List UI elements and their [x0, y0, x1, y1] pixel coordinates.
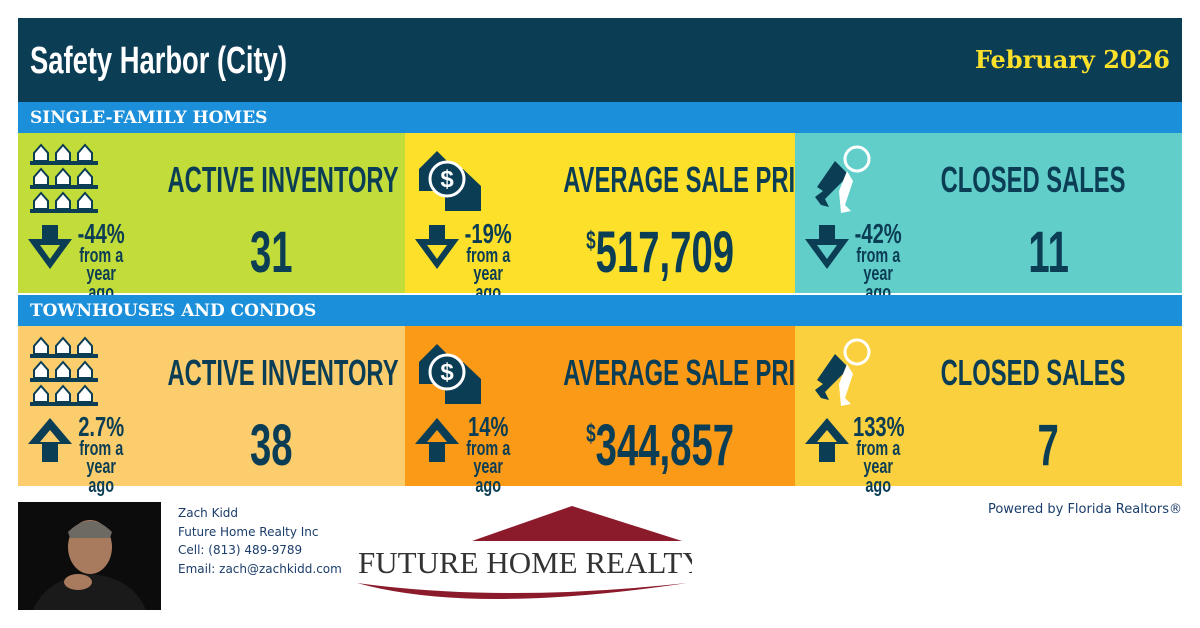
house-dollar-icon: $ [419, 151, 481, 211]
arrow-up-icon [805, 418, 849, 462]
stat-card: ACTIVE INVENTORY -44% from a year ago 31 [18, 133, 405, 302]
arrow-down-icon [415, 225, 459, 269]
houses-icon [30, 143, 98, 213]
stat-card: $ AVERAGE SALE PRICE -19% from a year ago … [405, 133, 829, 302]
agent-info: Zach Kidd Future Home Realty Inc Cell: (… [178, 504, 342, 578]
stat-title: ACTIVE INVENTORY [167, 352, 399, 393]
arrow-up-icon [415, 418, 459, 462]
agent-name: Zach Kidd [178, 506, 239, 520]
section-band: TOWNHOUSES AND CONDOS [18, 295, 1182, 326]
stat-card: $ AVERAGE SALE PRICE 14% from a year ago $… [405, 326, 829, 495]
agent-cell[interactable]: Cell: (813) 489-9789 [178, 543, 303, 557]
svg-text:FUTURE HOME REALTY: FUTURE HOME REALTY [358, 545, 692, 580]
stat-card: ACTIVE INVENTORY 2.7% from a year ago 38 [18, 326, 405, 495]
change-percent: -44% from a year ago [77, 218, 125, 304]
stat-value: 31 [250, 220, 293, 285]
stat-value: $344,857 [586, 413, 734, 478]
agent-email[interactable]: Email: zach@zachkidd.com [178, 561, 342, 576]
stat-title: CLOSED SALES [941, 159, 1126, 200]
house-dollar-icon: $ [419, 344, 481, 404]
stat-card: CLOSED SALES 133% from a year ago 7 [795, 326, 1182, 495]
svg-text:$: $ [440, 359, 454, 386]
stat-title: ACTIVE INVENTORY [167, 159, 399, 200]
market-report: Safety Harbor (City) February 2026 SINGL… [18, 18, 1182, 495]
stat-value: 7 [1037, 413, 1060, 478]
svg-text:$: $ [440, 166, 454, 193]
arrow-down-icon [805, 225, 849, 269]
change-percent: 14% from a year ago [466, 411, 511, 497]
powered-by: Powered by Florida Realtors® [987, 502, 1182, 517]
header: Safety Harbor (City) February 2026 [18, 18, 1182, 102]
arrow-down-icon [28, 225, 72, 269]
change-percent: 133% from a year ago [853, 411, 905, 497]
stat-card: CLOSED SALES -42% from a year ago 11 [795, 133, 1182, 302]
stat-value: 11 [1028, 220, 1069, 285]
report-date: February 2026 [974, 45, 1170, 74]
future-home-realty-logo: FUTURE HOME REALTY [352, 503, 705, 608]
section-band: SINGLE-FAMILY HOMES [18, 102, 1182, 133]
change-percent: 2.7% from a year ago [78, 411, 125, 497]
stat-title: AVERAGE SALE PRICE [563, 352, 829, 393]
keys-icon [815, 338, 871, 406]
change-percent: -19% from a year ago [464, 218, 512, 304]
agent-company: Future Home Realty Inc [178, 524, 319, 539]
agent-photo [18, 502, 161, 610]
stats-row: ACTIVE INVENTORY 2.7% from a year ago 38 $ … [18, 326, 1182, 495]
stat-value: $517,709 [586, 220, 734, 285]
change-percent: -42% from a year ago [854, 218, 902, 304]
page-title: Safety Harbor (City) [30, 40, 287, 82]
stat-title: AVERAGE SALE PRICE [563, 159, 829, 200]
keys-icon [815, 145, 871, 213]
houses-icon [30, 336, 98, 406]
stats-row: ACTIVE INVENTORY -44% from a year ago 31 $ … [18, 133, 1182, 302]
stat-value: 38 [250, 413, 293, 478]
arrow-up-icon [28, 418, 72, 462]
stat-title: CLOSED SALES [941, 352, 1126, 393]
